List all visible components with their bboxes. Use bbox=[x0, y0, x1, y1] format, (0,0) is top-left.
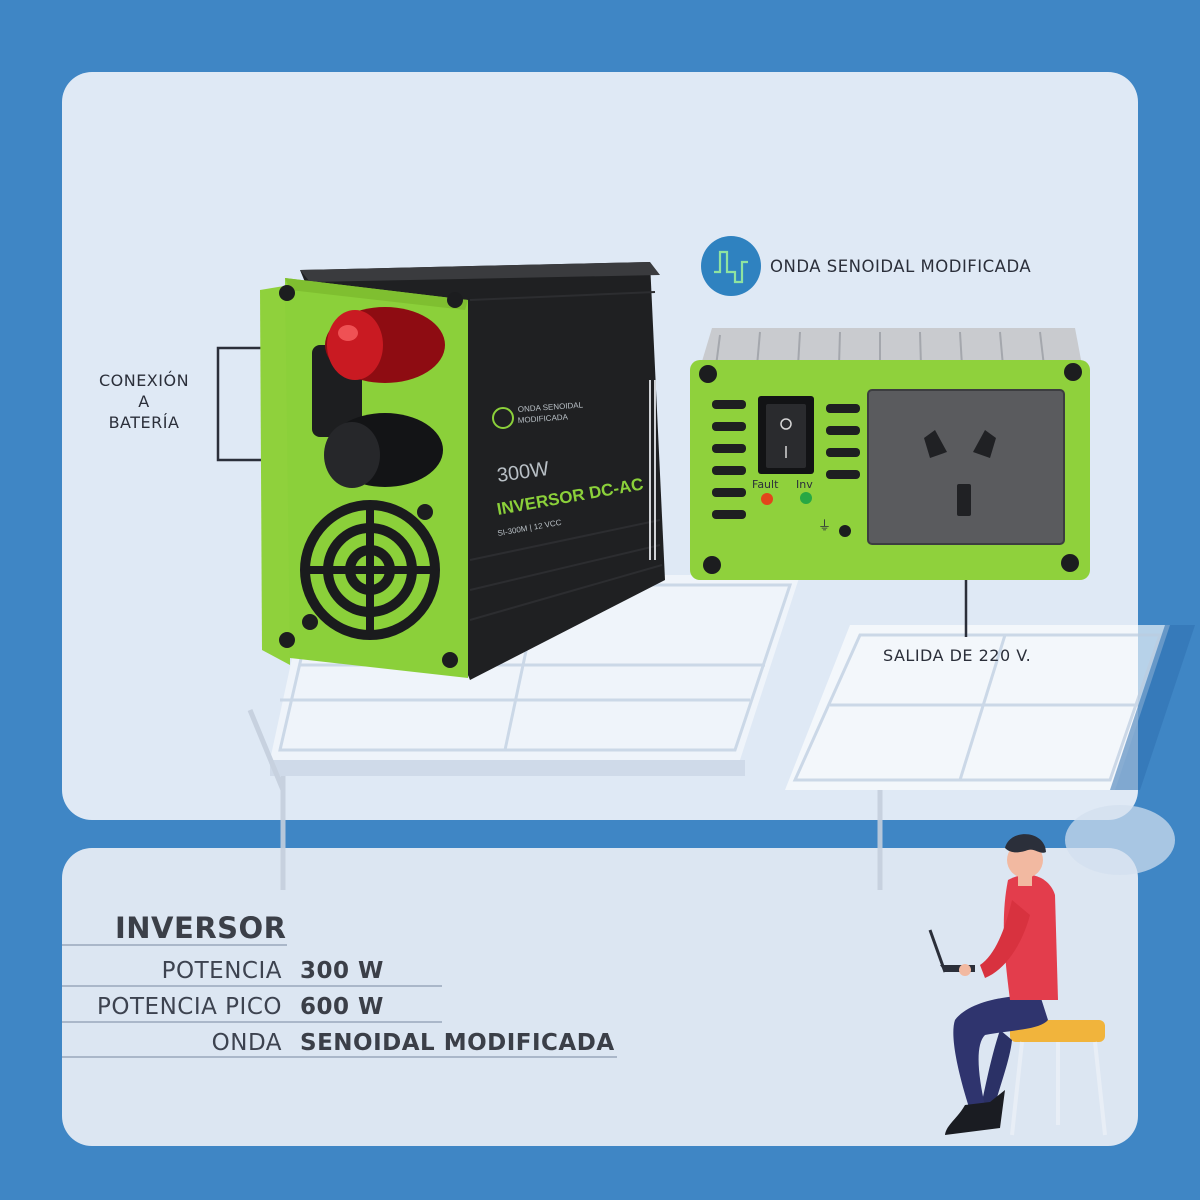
wave-type-label: ONDA SENOIDAL MODIFICADA bbox=[770, 257, 1032, 276]
battery-label-line3: BATERÍA bbox=[108, 413, 180, 432]
specs-divider bbox=[62, 1021, 442, 1023]
spec-value-power: 300 W bbox=[300, 958, 384, 984]
spec-label-peak-power: POTENCIA PICO bbox=[97, 994, 282, 1020]
battery-label-line1: CONEXIÓN bbox=[98, 371, 190, 390]
product-card bbox=[62, 72, 1138, 820]
specs-divider bbox=[62, 944, 287, 946]
specs-divider bbox=[62, 985, 442, 987]
output-voltage-label: SALIDA DE 220 V. bbox=[883, 646, 1032, 665]
spec-label-wave: ONDA bbox=[211, 1030, 282, 1056]
specs-divider bbox=[62, 1056, 617, 1058]
spec-value-wave: SENOIDAL MODIFICADA bbox=[300, 1030, 615, 1056]
battery-connection-label: CONEXIÓN A BATERÍA bbox=[88, 370, 200, 433]
spec-label-power: POTENCIA bbox=[161, 958, 282, 984]
specs-title: INVERSOR bbox=[115, 911, 287, 945]
battery-label-line2: A bbox=[138, 392, 150, 411]
spec-value-peak-power: 600 W bbox=[300, 994, 384, 1020]
